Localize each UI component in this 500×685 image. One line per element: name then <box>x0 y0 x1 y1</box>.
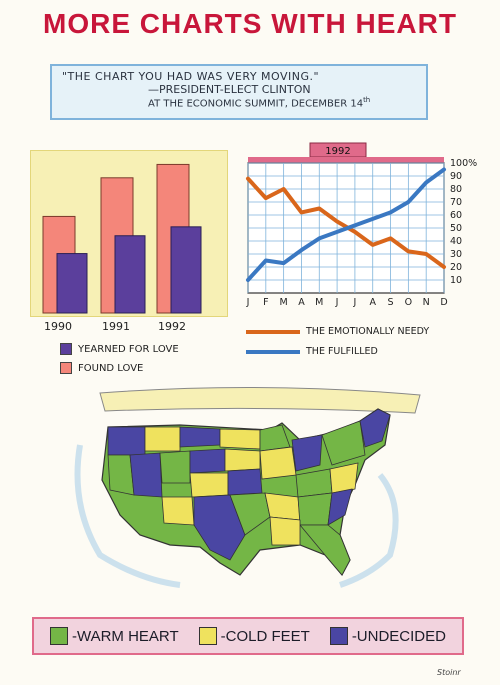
line-x-tick-label: F <box>263 297 268 308</box>
signature: Stoinr <box>437 668 461 677</box>
quote-box: "THE CHART YOU HAD WAS VERY MOVING." —PR… <box>50 64 428 120</box>
legend-label: -COLD FEET <box>220 627 310 645</box>
state-region <box>359 408 391 448</box>
line-x-tick-label: D <box>440 297 447 308</box>
bar-year-label: 1990 <box>44 320 72 333</box>
legend-swatch-warm <box>49 627 68 645</box>
state-region <box>129 452 163 498</box>
line-y-tick-label: 30 <box>450 249 462 260</box>
state-region <box>224 448 261 472</box>
line-x-tick-label: N <box>423 297 430 308</box>
line-legend-item: THE EMOTIONALLY NEEDY <box>246 326 429 337</box>
legend-swatch-found <box>60 362 72 374</box>
line-x-tick-label: J <box>246 297 250 308</box>
state-region <box>299 524 351 576</box>
bar-year-label: 1992 <box>158 320 186 333</box>
line-y-tick-label: 100% <box>450 158 477 169</box>
map-legend: -WARM HEART -COLD FEET -UNDECIDED <box>32 617 464 655</box>
map-legend-item: -UNDECIDED <box>329 627 446 645</box>
line-x-tick-label: A <box>369 297 376 308</box>
us-map <box>74 386 421 588</box>
legend-label: FOUND LOVE <box>78 362 144 374</box>
state-region <box>321 420 366 466</box>
quote-line: "THE CHART YOU HAD WAS VERY MOVING." <box>62 70 320 83</box>
page-title: MORE CHARTS WITH HEART <box>43 8 457 39</box>
legend-swatch-cold <box>198 627 217 645</box>
line-y-tick-label: 40 <box>450 236 462 247</box>
ocean-east <box>339 473 399 588</box>
quote-attribution: —PRESIDENT-ELECT CLINTON <box>148 83 311 96</box>
line-x-tick-label: M <box>315 297 323 308</box>
map-legend-item: -COLD FEET <box>198 627 310 645</box>
legend-label: YEARNED FOR LOVE <box>78 343 179 355</box>
bar-yearned-for-love <box>56 253 88 314</box>
state-region <box>329 462 359 494</box>
line-x-tick-label: A <box>298 297 305 308</box>
bar-chart <box>42 163 202 314</box>
state-region <box>179 426 221 448</box>
quote-event-text: AT THE ECONOMIC SUMMIT, DECEMBER 14 <box>148 98 364 110</box>
bar-chart-panel <box>30 150 228 317</box>
series-line-fulfilled <box>246 167 446 282</box>
ocean-west <box>74 444 181 588</box>
line-top-band <box>248 157 444 163</box>
state-region <box>264 492 301 521</box>
line-x-tick-label: O <box>405 297 412 308</box>
line-y-tick-label: 10 <box>450 275 462 286</box>
legend-swatch-yearned <box>60 343 72 355</box>
state-region <box>189 448 226 474</box>
line-x-tick-label: J <box>335 297 339 308</box>
state-region <box>297 492 333 526</box>
line-x-tick-label: M <box>280 297 288 308</box>
state-region <box>227 468 263 496</box>
state-region <box>161 496 195 526</box>
quote-event: AT THE ECONOMIC SUMMIT, DECEMBER 14th <box>62 96 416 109</box>
line-y-tick-label: 80 <box>450 184 462 195</box>
state-region <box>327 488 353 526</box>
line-legend-item: THE FULFILLED <box>246 346 378 357</box>
legend-label: THE FULFILLED <box>306 346 378 357</box>
legend-label: -WARM HEART <box>71 627 179 645</box>
state-region <box>269 516 301 546</box>
state-region <box>107 426 146 456</box>
line-y-tick-label: 50 <box>450 223 462 234</box>
quote-event-sup: th <box>363 96 371 104</box>
state-region <box>107 454 135 496</box>
state-region <box>259 446 297 480</box>
bar-legend-item: YEARNED FOR LOVE <box>60 343 179 355</box>
line-y-tick-label: 70 <box>450 197 462 208</box>
line-y-tick-label: 60 <box>450 210 462 221</box>
bar-yearned-for-love <box>170 226 202 314</box>
state-region <box>144 426 181 452</box>
line-chart-title: 1992 <box>325 146 350 157</box>
line-x-tick-label: S <box>388 297 394 308</box>
legend-line-fulfilled <box>246 349 300 354</box>
line-y-tick-label: 90 <box>450 171 462 182</box>
legend-label: THE EMOTIONALLY NEEDY <box>306 326 430 337</box>
legend-label: -UNDECIDED <box>351 627 446 645</box>
map-header-strip <box>99 386 421 414</box>
state-region <box>219 428 261 450</box>
legend-swatch-undecided <box>329 627 348 645</box>
bar-legend-item: FOUND LOVE <box>60 362 143 374</box>
map-legend-item: -WARM HEART <box>49 627 179 645</box>
legend-line-needy <box>246 329 300 334</box>
state-region <box>291 434 323 472</box>
line-x-tick-label: J <box>353 297 357 308</box>
state-region <box>189 472 229 498</box>
bar-year-label: 1991 <box>102 320 130 333</box>
bar-yearned-for-love <box>114 235 146 314</box>
state-region <box>159 450 191 484</box>
line-y-tick-label: 20 <box>450 262 462 273</box>
